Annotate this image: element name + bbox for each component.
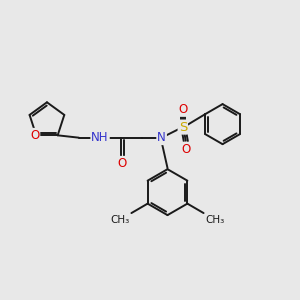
Text: CH₃: CH₃ xyxy=(205,215,224,225)
Text: O: O xyxy=(178,103,188,116)
Text: CH₃: CH₃ xyxy=(111,215,130,225)
Text: S: S xyxy=(178,121,187,134)
Text: O: O xyxy=(30,129,39,142)
Text: O: O xyxy=(117,157,127,170)
Text: NH: NH xyxy=(91,131,109,144)
Text: N: N xyxy=(157,131,166,144)
Text: O: O xyxy=(181,143,190,156)
